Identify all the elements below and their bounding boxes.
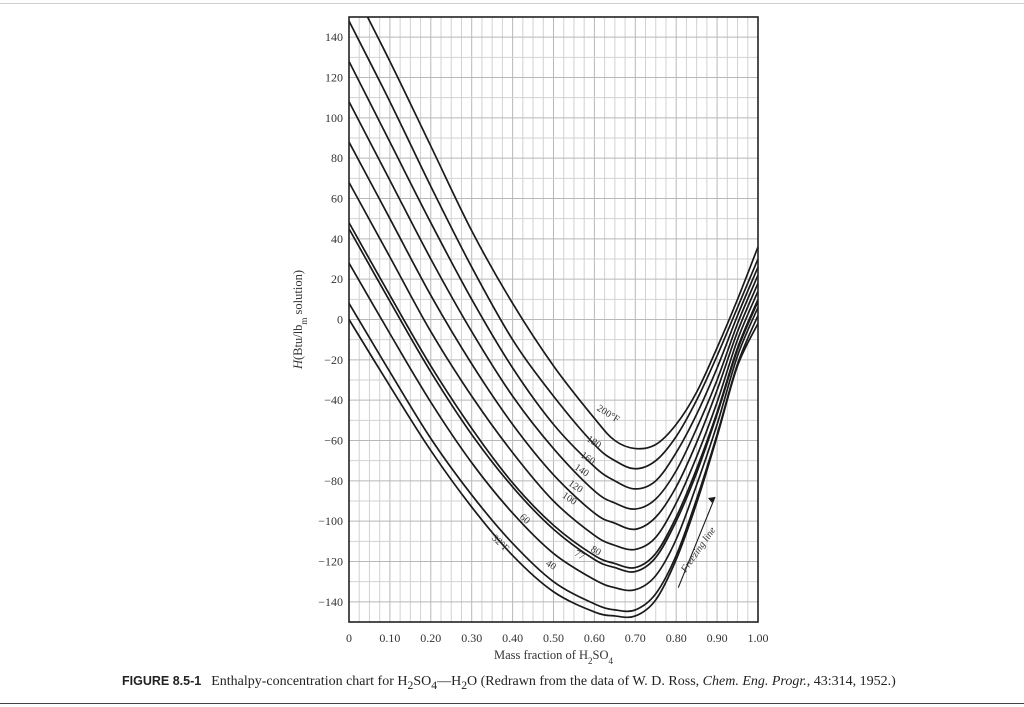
y-tick-label: 140 (325, 30, 343, 44)
x-tick-label: 0.60 (584, 631, 605, 645)
x-tick-label: 0.50 (543, 631, 564, 645)
y-tick-label: 20 (331, 272, 343, 286)
y-tick-label: −60 (324, 434, 343, 448)
figure-caption: FIGURE 8.5-1 Enthalpy-concentration chart… (122, 674, 896, 692)
y-tick-label: 80 (331, 151, 343, 165)
isotherm-curve (349, 228, 758, 573)
curve-label: 40 (544, 558, 558, 573)
bottom-rule (0, 703, 1024, 704)
y-tick-label: 120 (325, 71, 343, 85)
isotherm-curve (366, 17, 758, 450)
x-tick-label: 1.00 (748, 631, 769, 645)
isotherm-curve (349, 20, 758, 470)
x-tick-label: 0.90 (707, 631, 728, 645)
y-tick-label: −40 (324, 393, 343, 407)
y-tick-label: 100 (325, 111, 343, 125)
x-tick-label: 0.70 (625, 631, 646, 645)
freezing-line: Freezing line (677, 496, 719, 588)
isotherm-curve (349, 262, 758, 592)
y-tick-label: −80 (324, 474, 343, 488)
x-tick-label: 0.40 (502, 631, 523, 645)
tick-labels: 0 0.10 0.20 0.30 0.40 0.50 0.60 0.70 0.80 0.90 1.0… (318, 30, 768, 645)
freezing-line-arrowhead (708, 496, 716, 503)
y-tick-label: −140 (318, 595, 343, 609)
y-tick-label: 0 (337, 313, 343, 327)
isotherm-curve (349, 319, 758, 619)
isotherm-curve (349, 141, 758, 531)
x-axis-label: Mass fraction of H2SO4 (494, 648, 614, 666)
y-axis-label: H(Btu/lbm solution) (291, 270, 309, 370)
x-tick-label: 0.20 (420, 631, 441, 645)
top-rule (0, 3, 1024, 4)
x-tick-label: 0.80 (666, 631, 687, 645)
grid (348, 16, 759, 623)
figure-id: FIGURE 8.5-1 (122, 674, 202, 688)
freezing-line-arrow (677, 496, 716, 588)
plot-frame (348, 16, 759, 623)
y-tick-label: −100 (318, 514, 343, 528)
curve-label: 200°F (595, 403, 622, 426)
y-tick-label: 40 (331, 232, 343, 246)
isotherm-curves (349, 17, 758, 619)
curve-label: 77 (572, 548, 586, 563)
curve-label: 60 (517, 512, 532, 527)
isotherm-curve (349, 181, 758, 551)
curve-label: 80 (589, 544, 603, 559)
x-tick-label: 0.30 (461, 631, 482, 645)
isotherm-curve (349, 60, 758, 490)
isotherm-curve (349, 101, 758, 510)
y-tick-label: −20 (324, 353, 343, 367)
x-tick-label: 0 (346, 631, 352, 645)
y-tick-label: −120 (318, 555, 343, 569)
y-tick-label: 60 (331, 192, 343, 206)
x-tick-label: 0.10 (379, 631, 400, 645)
